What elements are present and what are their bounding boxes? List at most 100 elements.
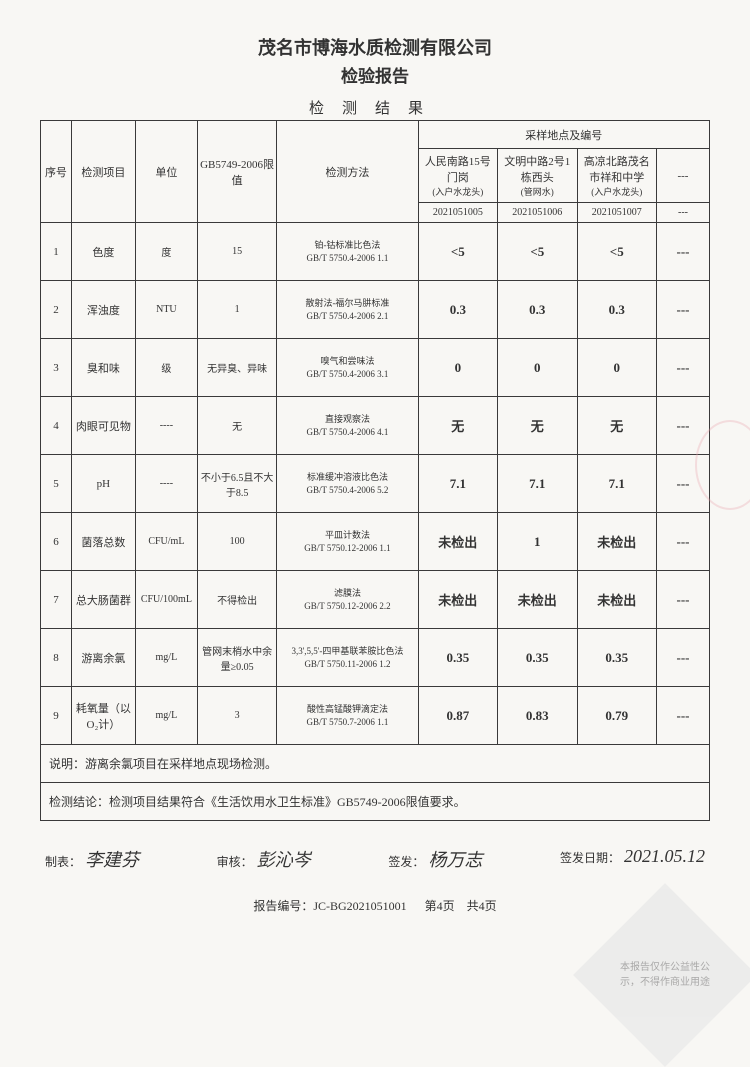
cell-method: 铂-钴标准比色法GB/T 5750.4-2006 1.1 [277, 223, 418, 281]
cell-v2: 0.35 [498, 629, 577, 687]
cell-method: 3,3',5,5'-四甲基联苯胺比色法GB/T 5750.11-2006 1.2 [277, 629, 418, 687]
cell-v1: 0 [418, 339, 497, 397]
cell-item: 耗氧量（以O₂计） [71, 687, 135, 745]
table-row: 9耗氧量（以O₂计）mg/L3酸性高锰酸钾滴定法GB/T 5750.7-2006… [41, 687, 710, 745]
cell-method: 滤膜法GB/T 5750.12-2006 2.2 [277, 571, 418, 629]
cell-v3: 未检出 [577, 571, 656, 629]
cell-v3: 未检出 [577, 513, 656, 571]
cell-unit: mg/L [135, 629, 197, 687]
cell-limit: 3 [197, 687, 276, 745]
cell-v3: 0.3 [577, 281, 656, 339]
issuer: 签发：杨万志 [388, 846, 482, 872]
cell-v3: 0 [577, 339, 656, 397]
cell-seq: 1 [41, 223, 72, 281]
cell-unit: CFU/100mL [135, 571, 197, 629]
cell-v4: --- [656, 687, 709, 745]
cell-unit: ---- [135, 397, 197, 455]
cell-v2: 无 [498, 397, 577, 455]
cell-v3: 无 [577, 397, 656, 455]
table-row: 2浑浊度NTU1散射法-福尔马肼标准GB/T 5750.4-2006 2.10.… [41, 281, 710, 339]
cell-method: 嗅气和尝味法GB/T 5750.4-2006 3.1 [277, 339, 418, 397]
cell-limit: 无异臭、异味 [197, 339, 276, 397]
cell-seq: 6 [41, 513, 72, 571]
cell-v2: 7.1 [498, 455, 577, 513]
conclusion-cell: 检测结论：检测项目结果符合《生活饮用水卫生标准》GB5749-2006限值要求。 [41, 783, 710, 821]
cell-limit: 管网末梢水中余量≥0.05 [197, 629, 276, 687]
cell-limit: 1 [197, 281, 276, 339]
code-0: 2021051005 [418, 203, 497, 223]
cell-v1: 无 [418, 397, 497, 455]
preparer: 制表：李建芬 [45, 846, 139, 872]
section-title: 检测结果 [40, 97, 710, 118]
note-cell: 说明：游离余氯项目在采样地点现场检测。 [41, 745, 710, 783]
cell-item: 色度 [71, 223, 135, 281]
cell-v3: 0.35 [577, 629, 656, 687]
issue-date: 签发日期：2021.05.12 [560, 846, 705, 872]
cell-v3: 0.79 [577, 687, 656, 745]
col-item: 检测项目 [71, 121, 135, 223]
cell-unit: NTU [135, 281, 197, 339]
cell-limit: 无 [197, 397, 276, 455]
cell-v4: --- [656, 629, 709, 687]
cell-v1: 7.1 [418, 455, 497, 513]
cell-v3: 7.1 [577, 455, 656, 513]
col-location-header: 采样地点及编号 [418, 121, 709, 149]
loc-3: --- [656, 149, 709, 203]
cell-v4: --- [656, 281, 709, 339]
code-1: 2021051006 [498, 203, 577, 223]
cell-v4: --- [656, 223, 709, 281]
table-row: 7总大肠菌群CFU/100mL不得检出滤膜法GB/T 5750.12-2006 … [41, 571, 710, 629]
cell-v1: 0.3 [418, 281, 497, 339]
cell-item: pH [71, 455, 135, 513]
table-row: 8游离余氯mg/L管网末梢水中余量≥0.053,3',5,5'-四甲基联苯胺比色… [41, 629, 710, 687]
table-row: 4肉眼可见物----无直接观察法GB/T 5750.4-2006 4.1无无无-… [41, 397, 710, 455]
signature-footer: 制表：李建芬 审核：彭沁岑 签发：杨万志 签发日期：2021.05.12 [40, 846, 710, 872]
cell-method: 散射法-福尔马肼标准GB/T 5750.4-2006 2.1 [277, 281, 418, 339]
cell-v2: 未检出 [498, 571, 577, 629]
cell-seq: 5 [41, 455, 72, 513]
cell-v3: <5 [577, 223, 656, 281]
cell-v2: 0 [498, 339, 577, 397]
reviewer: 审核：彭沁岑 [217, 846, 311, 872]
company-name: 茂名市博海水质检测有限公司 [40, 35, 710, 62]
cell-method: 酸性高锰酸钾滴定法GB/T 5750.7-2006 1.1 [277, 687, 418, 745]
cell-v2: 0.3 [498, 281, 577, 339]
cell-v1: 未检出 [418, 513, 497, 571]
loc-0: 人民南路15号门岗 (入户水龙头) [418, 149, 497, 203]
cell-unit: ---- [135, 455, 197, 513]
cell-v1: 0.35 [418, 629, 497, 687]
cell-item: 菌落总数 [71, 513, 135, 571]
cell-unit: 度 [135, 223, 197, 281]
cell-seq: 2 [41, 281, 72, 339]
report-number: 报告编号：JC-BG2021051001 第4页 共4页 [40, 897, 710, 914]
loc-2: 高凉北路茂名市祥和中学 (入户水龙头) [577, 149, 656, 203]
cell-method: 平皿计数法GB/T 5750.12-2006 1.1 [277, 513, 418, 571]
cell-item: 肉眼可见物 [71, 397, 135, 455]
cell-v1: <5 [418, 223, 497, 281]
cell-limit: 100 [197, 513, 276, 571]
cell-seq: 4 [41, 397, 72, 455]
cell-v1: 未检出 [418, 571, 497, 629]
cell-v1: 0.87 [418, 687, 497, 745]
cell-seq: 3 [41, 339, 72, 397]
cell-seq: 7 [41, 571, 72, 629]
cell-method: 直接观察法GB/T 5750.4-2006 4.1 [277, 397, 418, 455]
cell-unit: 级 [135, 339, 197, 397]
col-limit: GB5749-2006限值 [197, 121, 276, 223]
cell-limit: 不小于6.5且不大于8.5 [197, 455, 276, 513]
col-method: 检测方法 [277, 121, 418, 223]
cell-v4: --- [656, 339, 709, 397]
table-row: 3臭和味级无异臭、异味嗅气和尝味法GB/T 5750.4-2006 3.1000… [41, 339, 710, 397]
results-table: 序号 检测项目 单位 GB5749-2006限值 检测方法 采样地点及编号 人民… [40, 120, 710, 821]
cell-method: 标准缓冲溶液比色法GB/T 5750.4-2006 5.2 [277, 455, 418, 513]
cell-v2: <5 [498, 223, 577, 281]
loc-1: 文明中路2号1栋西头 (管网水) [498, 149, 577, 203]
cell-unit: mg/L [135, 687, 197, 745]
cell-item: 总大肠菌群 [71, 571, 135, 629]
report-title: 检验报告 [40, 62, 710, 87]
cell-v4: --- [656, 571, 709, 629]
code-2: 2021051007 [577, 203, 656, 223]
code-3: --- [656, 203, 709, 223]
cell-limit: 15 [197, 223, 276, 281]
cell-seq: 9 [41, 687, 72, 745]
